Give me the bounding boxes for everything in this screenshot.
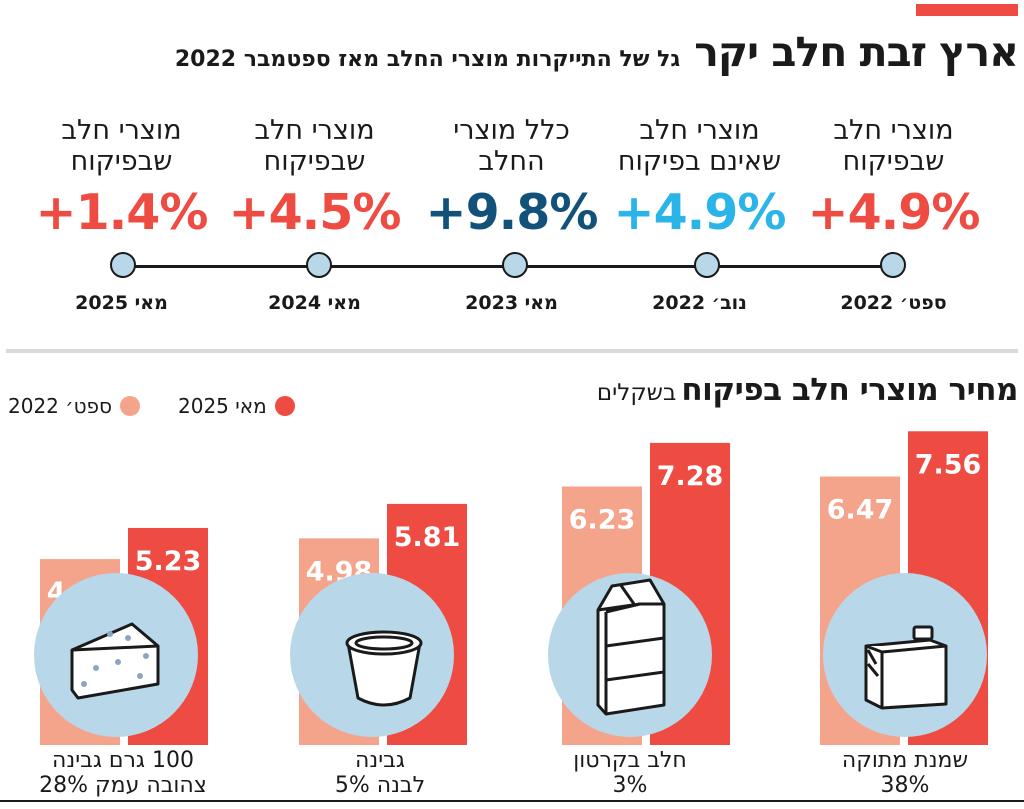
value-label-sep2022-1: 6.47 [827, 494, 894, 525]
bottom-rule [0, 800, 1024, 802]
legend-2022: ספט׳ 2022 [8, 394, 141, 418]
legend-label-2025: מאי 2025 [178, 394, 267, 418]
category-label-3-line-1: גבינה [355, 748, 405, 773]
legend-swatch-dark [274, 396, 295, 416]
category-label-1-line-2: 38% [880, 773, 930, 798]
category-label-4-line-2: צהובה עמק 28% [39, 773, 207, 798]
milestone-value-1: +4.9% [807, 184, 981, 241]
milestone-label-2: מוצרי חלב שאינם בפיקוח [617, 115, 782, 177]
milestone-date-5: מאי 2025 [75, 292, 168, 314]
page-title: ארץ זבת חלב יקר [694, 28, 1019, 76]
header: ארץ זבת חלב יקר גל של התייקרות מוצרי החל… [174, 28, 1019, 76]
milestone-date-2: נוב׳ 2022 [652, 292, 747, 314]
milestone-date-3: מאי 2023 [465, 292, 558, 314]
timeline-dot-3 [502, 252, 528, 278]
cottage-cheese-cup-icon [345, 630, 423, 707]
milestone-label-1: מוצרי חלב שבפיקוח [833, 115, 954, 177]
legend-2025: מאי 2025 [178, 394, 295, 418]
category-label-2-line-2: 3% [612, 773, 648, 798]
section-divider [6, 349, 1018, 353]
value-label-may2025-2: 7.28 [657, 461, 724, 492]
category-label-4-line-1: 100 גרם גבינה [52, 748, 194, 773]
milestone-value-3: +9.8% [425, 184, 599, 241]
timeline-dot-4 [306, 252, 332, 278]
milestone-label-5: מוצרי חלב שבפיקוח [61, 115, 182, 177]
page-subtitle: גל של התייקרות מוצרי החלב מאז ספטמבר 202… [174, 47, 681, 72]
timeline-dot-2 [694, 252, 720, 278]
category-label-4: 100 גרם גבינה צהובה עמק 28% [13, 748, 233, 798]
milestone-date-4: מאי 2024 [268, 292, 361, 314]
chart-title: מחיר מוצרי חלב בפיקוח בשקלים [596, 372, 1019, 408]
category-label-3-line-2: לבנה 5% [334, 773, 426, 798]
cream-carton-icon [864, 625, 948, 710]
legend-label-2022: ספט׳ 2022 [8, 394, 113, 418]
category-label-2: חלב בקרטון 3% [520, 748, 740, 798]
milestone-label-4: מוצרי חלב שבפיקוח [254, 115, 375, 177]
milk-carton-icon [596, 578, 666, 716]
category-label-2-line-1: חלב בקרטון [573, 748, 687, 773]
value-label-may2025-1: 7.56 [915, 449, 982, 480]
value-label-sep2022-2: 6.23 [569, 504, 636, 535]
value-label-may2025-4: 5.23 [135, 546, 202, 577]
chart-unit: בשקלים [596, 380, 677, 406]
milestone-date-1: ספט׳ 2022 [840, 292, 947, 314]
category-label-1: שמנת מתוקה 38% [795, 748, 1015, 798]
milestone-value-2: +4.9% [613, 184, 787, 241]
category-label-1-line-1: שמנת מתוקה [841, 748, 969, 773]
value-label-may2025-3: 5.81 [394, 522, 461, 553]
chart-title-text: מחיר מוצרי חלב בפיקוח [681, 372, 1018, 408]
timeline-dot-5 [110, 252, 136, 278]
milestone-value-4: +4.5% [228, 184, 402, 241]
timeline-dot-1 [880, 252, 906, 278]
milestone-value-5: +1.4% [35, 184, 209, 241]
cheese-wedge-icon [70, 622, 160, 700]
milestone-label-3: כלל מוצרי החלב [453, 115, 570, 177]
category-label-3: גבינה לבנה 5% [270, 748, 490, 798]
legend-swatch-light [120, 396, 141, 416]
top-accent-bar [916, 4, 1018, 16]
